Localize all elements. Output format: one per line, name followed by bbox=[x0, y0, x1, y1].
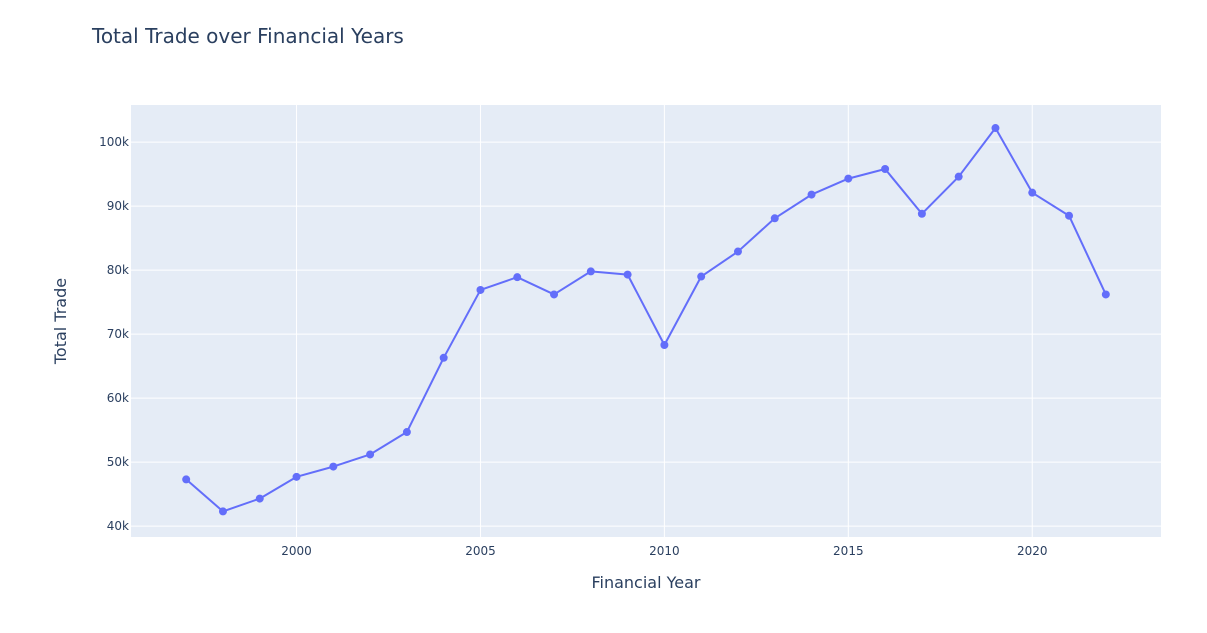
chart-title: Total Trade over Financial Years bbox=[91, 24, 404, 48]
data-point bbox=[255, 494, 264, 503]
x-tick-label: 2005 bbox=[465, 544, 496, 558]
y-tick-label: 40k bbox=[107, 519, 129, 533]
data-point bbox=[917, 209, 926, 218]
data-point bbox=[366, 450, 375, 459]
data-point bbox=[1101, 290, 1110, 299]
y-tick-label: 70k bbox=[107, 327, 129, 341]
grid-lines bbox=[131, 105, 1161, 537]
data-point bbox=[954, 172, 963, 181]
data-point bbox=[402, 428, 411, 437]
data-point bbox=[844, 174, 853, 183]
data-point bbox=[292, 472, 301, 481]
data-point bbox=[623, 270, 632, 279]
plot-area bbox=[131, 105, 1161, 537]
data-point bbox=[660, 341, 669, 349]
data-point bbox=[770, 214, 779, 223]
x-tick-label: 2000 bbox=[281, 544, 312, 558]
data-point bbox=[476, 285, 485, 294]
x-tick-label: 2020 bbox=[1017, 544, 1048, 558]
data-point bbox=[1065, 211, 1074, 220]
y-tick-label: 80k bbox=[107, 263, 129, 277]
data-point bbox=[807, 190, 816, 199]
y-tick-label: 100k bbox=[99, 135, 129, 149]
data-point bbox=[218, 507, 227, 516]
data-point bbox=[586, 267, 595, 276]
data-point bbox=[439, 353, 448, 362]
y-tick-label: 50k bbox=[107, 455, 129, 469]
y-axis-title: Total Trade bbox=[51, 278, 70, 365]
data-point bbox=[881, 165, 890, 173]
x-axis-title: Financial Year bbox=[591, 573, 700, 592]
y-tick-label: 90k bbox=[107, 199, 129, 213]
data-point bbox=[513, 273, 522, 282]
x-tick-label: 2015 bbox=[833, 544, 864, 558]
data-point bbox=[550, 290, 559, 299]
data-point bbox=[733, 247, 742, 256]
data-point bbox=[1028, 188, 1037, 197]
data-point bbox=[329, 462, 338, 471]
data-point bbox=[991, 124, 1000, 133]
data-point bbox=[697, 272, 706, 281]
y-tick-label: 60k bbox=[107, 391, 129, 405]
data-point bbox=[182, 475, 191, 484]
series-line bbox=[185, 127, 1107, 513]
data-series bbox=[182, 124, 1110, 516]
x-tick-label: 2010 bbox=[649, 544, 680, 558]
tick-labels: 2000 2005 2010 2015 2020 40k 50k 60k 70k 80k 90k 10… bbox=[99, 135, 1047, 558]
